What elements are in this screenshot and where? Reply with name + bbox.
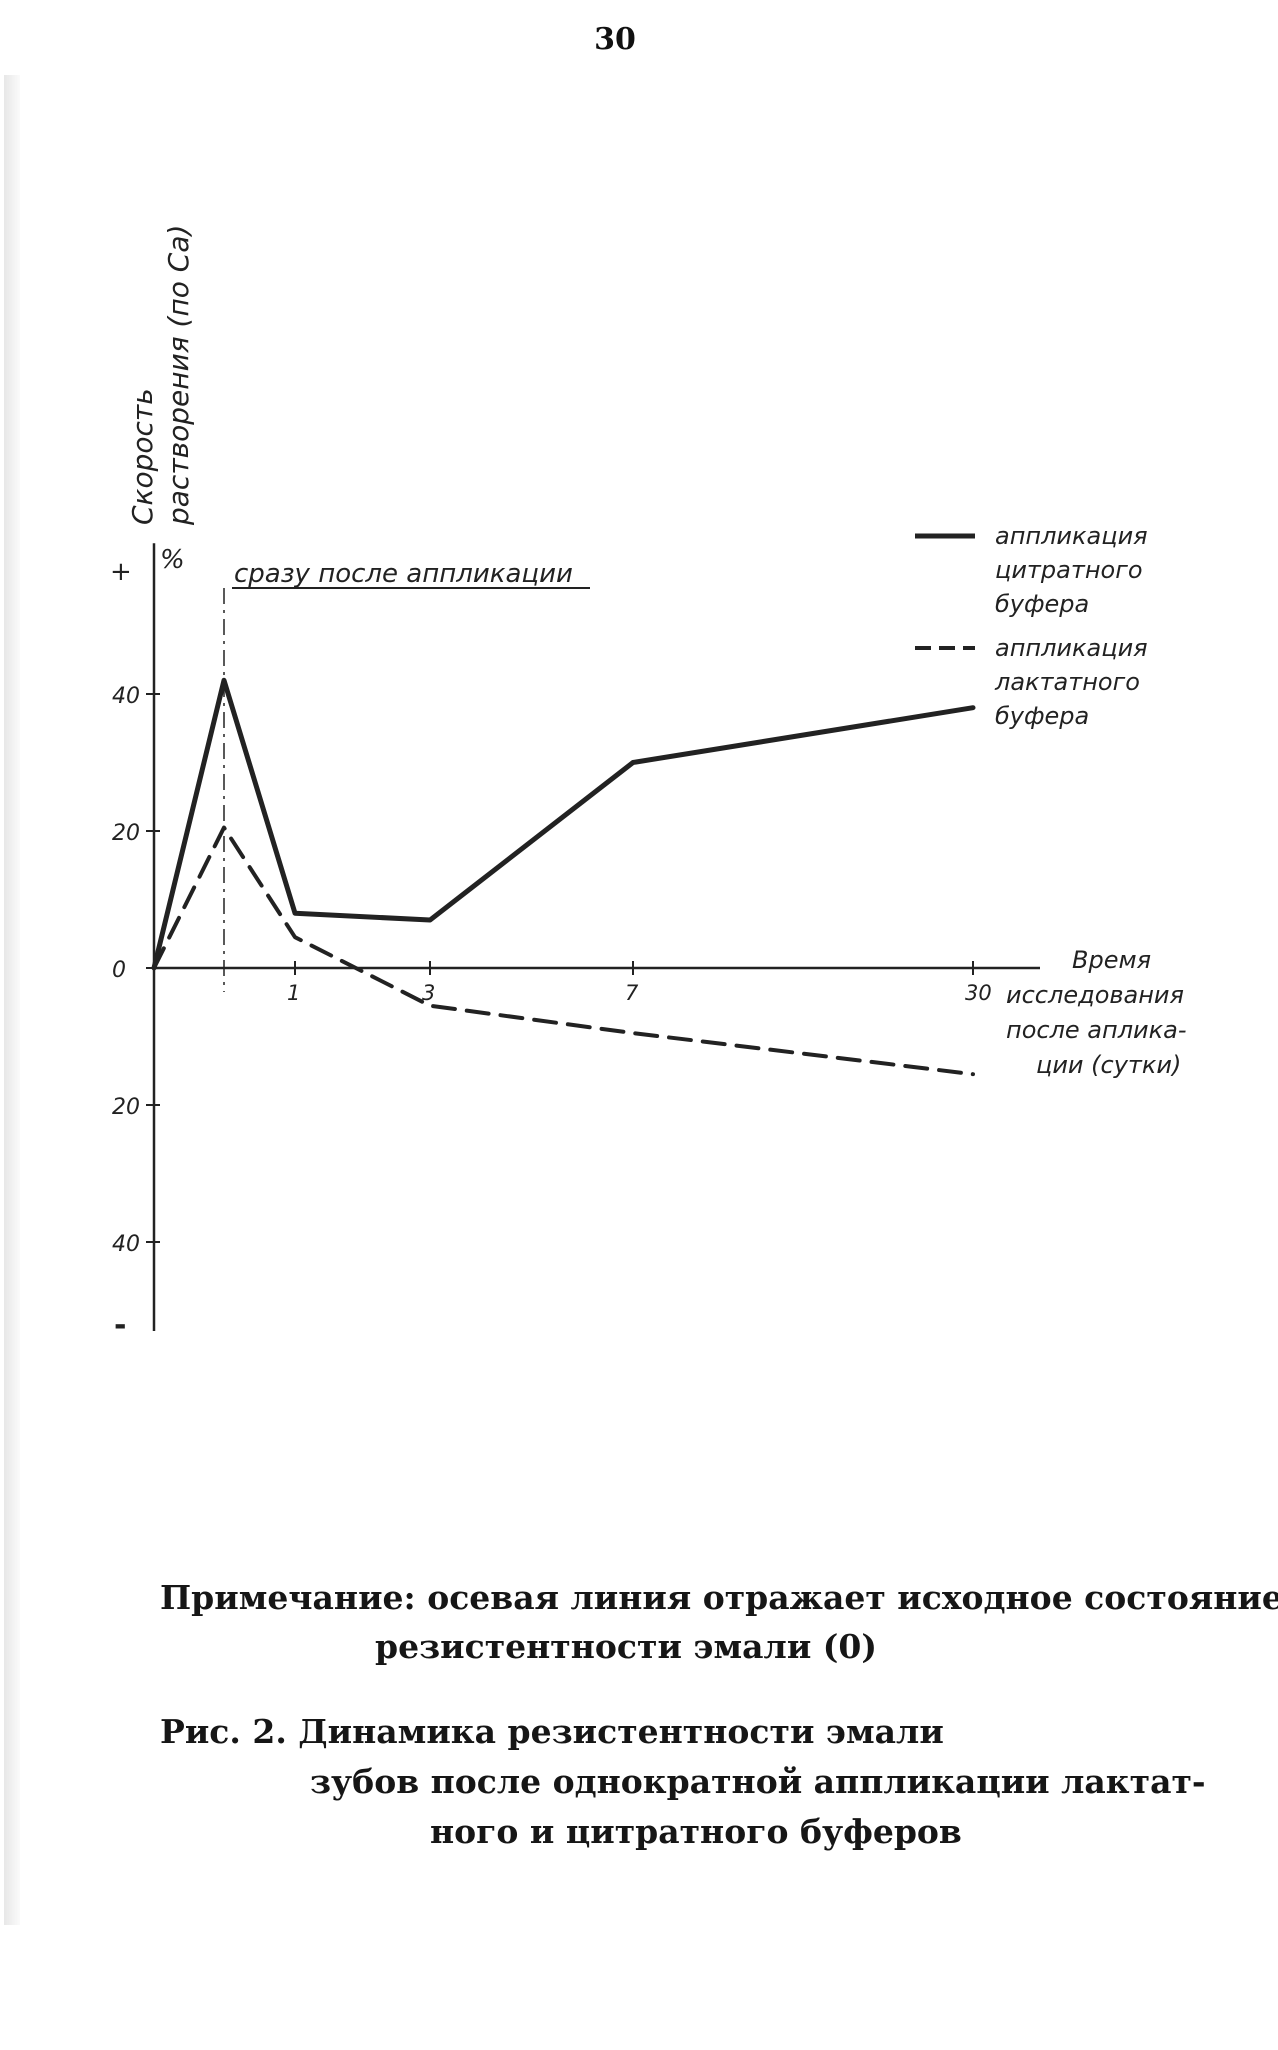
y-tick-label: 20 [112,1095,140,1120]
x-tick-label: 7 [625,981,639,1005]
y-tick-label: 40 [112,1232,140,1257]
caption-line3: ного и цитратного буферов [430,1812,962,1851]
chart: 40 20 0 20 40 1 3 7 30 аппликация цитратного буфер… [110,225,1187,1343]
x-label-line1: Время [1072,946,1151,974]
y-axis-label-line2: растворения (по Ca) [162,225,195,526]
legend-label: аппликация [995,634,1148,662]
legend-label: аппликация [995,522,1148,550]
legend-label: цитратного [995,556,1143,584]
y-unit-label: % [160,545,185,575]
legend-label: буфера [995,702,1089,730]
y-tick-label: 0 [112,958,126,983]
y-axis-label-line1: Скорость [126,388,159,525]
y-minus-sign: - [114,1308,126,1343]
legend: аппликация цитратного буфера аппликация лакт… [915,522,1148,730]
caption-line1: Рис. 2. Динамика резистентности эмали [160,1712,944,1751]
axes [152,543,1040,1332]
legend-label: лактатного [994,668,1140,696]
note-line1: Примечание: осевая линия отражает исходн… [160,1578,1278,1617]
page-number: 30 [594,22,636,57]
x-tick-label: 1 [287,981,300,1005]
y-plus-sign: + [110,557,132,587]
x-label-line4: ции (сутки) [1036,1051,1181,1079]
annotation-text: сразу после аппликации [234,559,573,589]
y-tick-label: 20 [112,821,140,846]
series-line-citrate [151,677,976,971]
x-tick-label: 30 [965,981,992,1005]
series [151,677,976,1077]
ticks: 40 20 0 20 40 1 3 7 30 [112,684,992,1257]
series-line-lactate [152,825,975,1077]
caption-line2: зубов после однократной аппликации лакта… [310,1762,1206,1801]
note-line2: резистентности эмали (0) [375,1627,877,1666]
x-label-line3: после аплика- [1006,1016,1187,1044]
scan-edge [4,75,20,1925]
x-tick-label: 3 [422,981,435,1005]
x-label-line2: исследования [1006,981,1184,1009]
legend-label: буфера [995,590,1089,618]
y-tick-label: 40 [112,684,140,709]
